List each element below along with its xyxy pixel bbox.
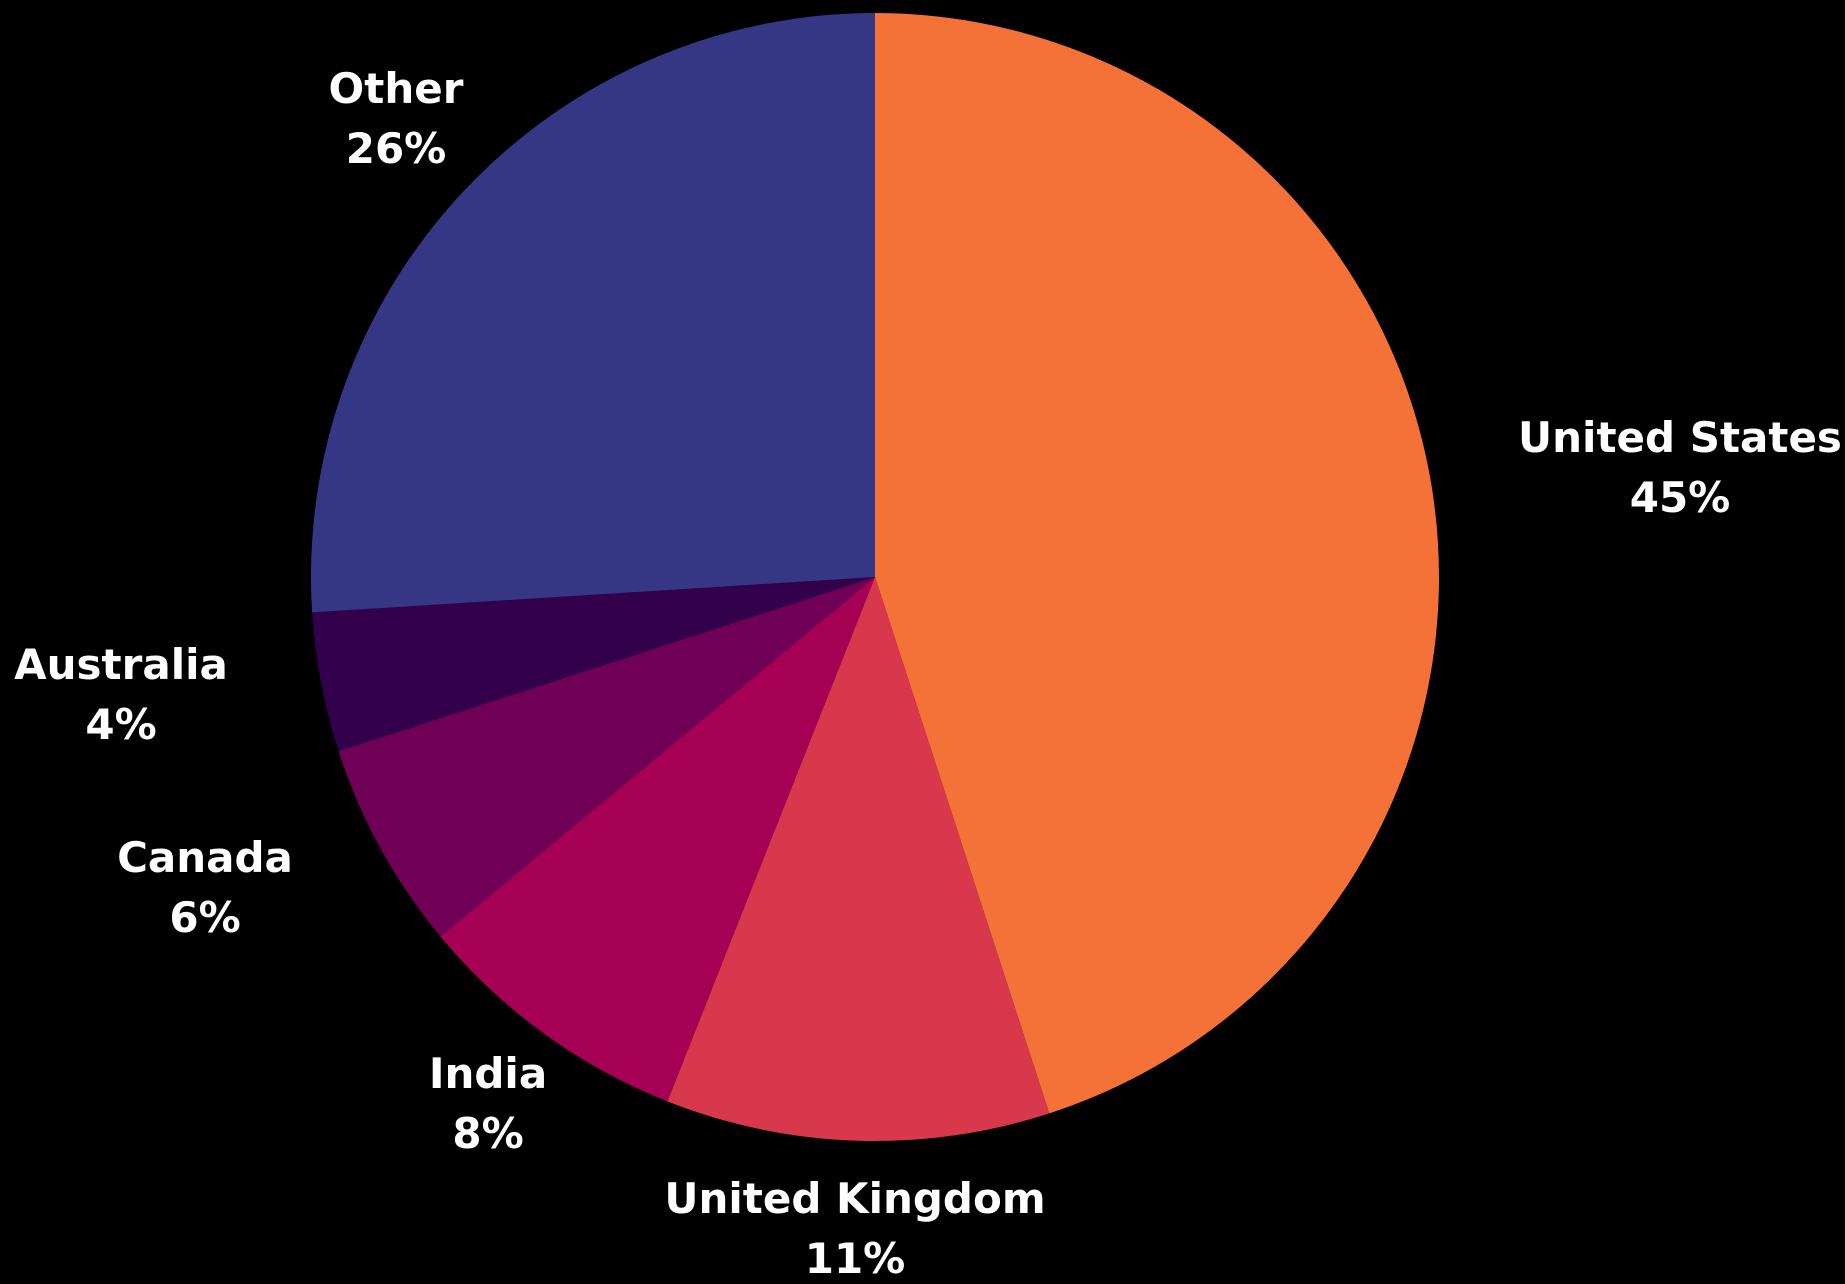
slice-label-united-kingdom: United Kingdom 11%	[664, 1174, 1045, 1283]
pie-slice-united-states	[875, 13, 1439, 1114]
slice-percent-canada: 6%	[169, 893, 240, 942]
slice-percent-australia: 4%	[85, 700, 156, 749]
slice-label-india: India 8%	[429, 1049, 547, 1158]
slice-percent-united-kingdom: 11%	[805, 1234, 906, 1283]
slice-label-other: Other 26%	[329, 64, 464, 173]
pie-slice-india	[440, 577, 875, 1102]
slice-name-australia: Australia	[14, 640, 228, 689]
slice-percent-other: 26%	[346, 124, 447, 173]
slice-name-other: Other	[329, 64, 464, 113]
pie-slice-canada	[338, 577, 875, 937]
slices-layer	[311, 13, 1439, 1141]
slice-name-canada: Canada	[117, 833, 293, 882]
pie-slice-australia	[312, 577, 875, 752]
pie-slice-other	[311, 13, 875, 613]
slice-name-india: India	[429, 1049, 547, 1098]
slice-percent-india: 8%	[452, 1109, 523, 1158]
pie-slice-united-kingdom	[667, 577, 1050, 1141]
slice-label-australia: Australia 4%	[14, 640, 228, 749]
labels-layer: United States 45% United Kingdom 11% India 8%…	[14, 64, 1842, 1283]
slice-label-canada: Canada 6%	[117, 833, 293, 942]
slice-name-united-states: United States	[1518, 413, 1842, 462]
slice-name-united-kingdom: United Kingdom	[664, 1174, 1045, 1223]
slice-label-united-states: United States 45%	[1518, 413, 1842, 522]
slice-percent-united-states: 45%	[1630, 473, 1731, 522]
